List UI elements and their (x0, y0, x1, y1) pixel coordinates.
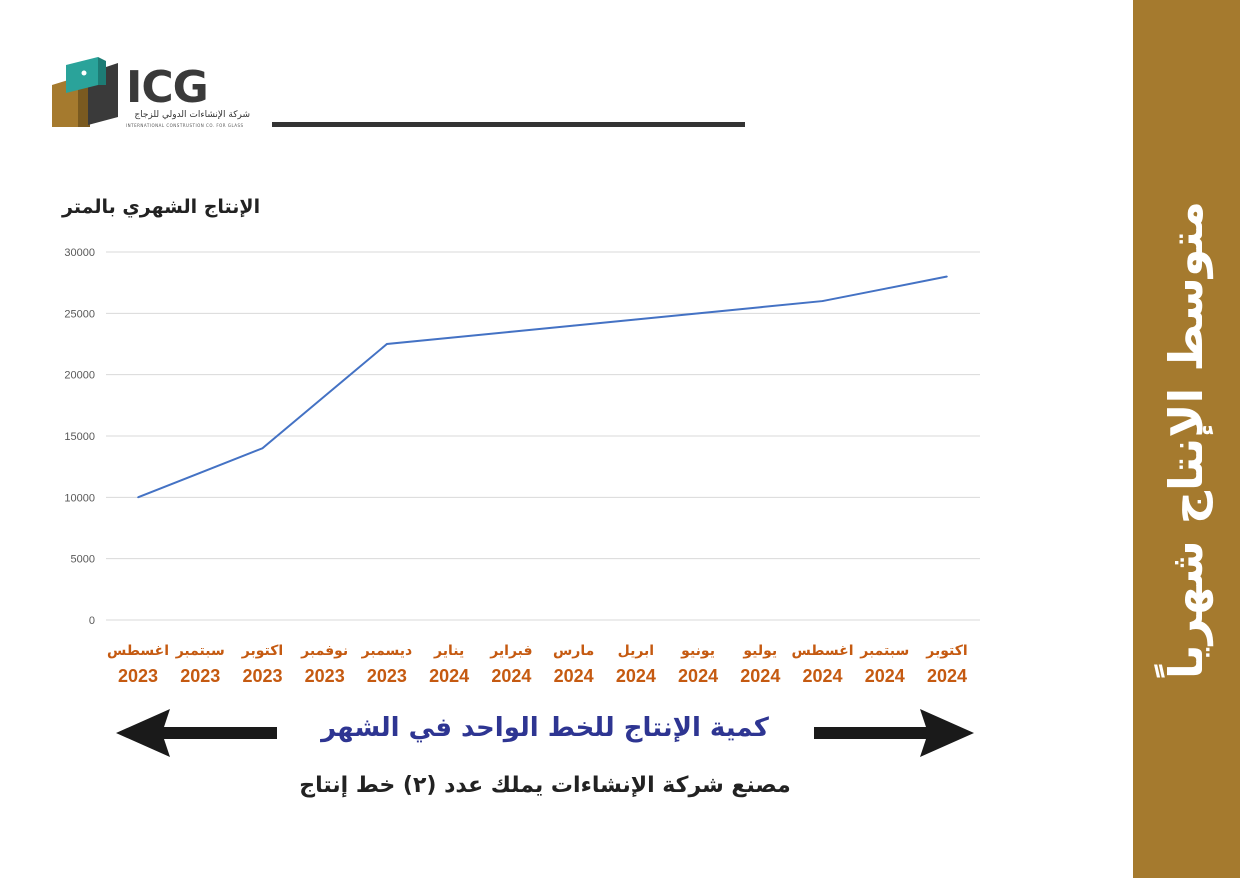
x-tick-year: 2023 (180, 666, 220, 686)
x-tick-month: نوفمبر (300, 643, 348, 659)
data-point (510, 330, 513, 333)
y-tick-label: 0 (89, 615, 95, 627)
data-point (572, 324, 575, 327)
data-point (386, 343, 388, 345)
data-point (883, 288, 886, 290)
x-tick-month: يوليو (742, 643, 777, 659)
caption-band: كمية الإنتاج للخط الواحد في الشهر (110, 705, 980, 761)
x-tick-month: يناير (433, 643, 464, 659)
x-tick-month: سبتمبر (859, 643, 909, 659)
x-tick-year: 2024 (491, 666, 531, 686)
x-tick-year: 2024 (616, 666, 656, 686)
x-tick-month: سبتمبر (175, 643, 225, 659)
x-tick-year: 2024 (740, 666, 780, 686)
x-tick-month: اغسطس (792, 643, 854, 659)
data-point (821, 300, 824, 302)
data-point (448, 337, 450, 339)
logo-wordmark: ICG (126, 62, 209, 113)
x-tick-year: 2024 (554, 666, 594, 686)
x-tick-year: 2023 (367, 666, 407, 686)
x-tick-month: ابريل (618, 643, 655, 659)
double-arrow-icon (116, 709, 974, 757)
data-point (137, 496, 139, 499)
logo-arabic-name: شركة الإنشاءات الدولي للزجاج (134, 110, 250, 120)
x-tick-month: اغسطس (107, 643, 169, 659)
x-tick-year: 2023 (118, 666, 158, 686)
data-point (946, 275, 948, 278)
x-tick-month: اكتوبر (241, 643, 283, 659)
x-tick-month: ديسمبر (361, 643, 413, 659)
x-tick-year: 2024 (865, 666, 905, 686)
y-tick-label: 15000 (64, 431, 95, 443)
data-point (697, 312, 699, 315)
x-tick-month: مارس (553, 643, 594, 659)
x-tick-month: يونيو (680, 643, 715, 659)
x-tick-month: فبراير (489, 643, 532, 659)
data-point (323, 395, 326, 397)
line-chart: 0 5000 10000 15000 20000 25000 30000 اغسطس 2023 س… (64, 247, 980, 686)
y-tick-label: 30000 (64, 247, 95, 259)
y-tick-label: 5000 (71, 554, 95, 566)
header-rule (272, 122, 745, 127)
x-tick-year: 2023 (242, 666, 282, 686)
x-tick-month: اكتوبر (925, 643, 967, 659)
company-logo-icon (52, 57, 118, 127)
y-tick-label: 20000 (64, 370, 95, 382)
x-tick-year: 2023 (305, 666, 345, 686)
series-line (137, 275, 948, 499)
chart-title: الإنتاج الشهري بالمتر (62, 196, 261, 218)
sidebar-panel (1133, 0, 1240, 878)
data-point (199, 472, 202, 474)
x-tick-year: 2024 (429, 666, 469, 686)
y-tick-label: 25000 (64, 308, 95, 320)
x-tick-year: 2024 (678, 666, 718, 686)
chart-caption: كمية الإنتاج للخط الواحد في الشهر (321, 713, 769, 743)
logo-english-name: INTERNATIONAL CONSTRUSTION CO. FOR GLASS (126, 123, 244, 128)
y-tick-label: 10000 (64, 492, 95, 504)
x-tick-year: 2024 (803, 666, 843, 686)
data-point (635, 318, 637, 321)
data-point (759, 306, 762, 309)
footnote: مصنع شركة الإنشاءات يملك عدد (٢) خط إنتا… (299, 773, 791, 798)
sidebar-title: متوسط الإنتاج شهرياً (1159, 201, 1213, 679)
data-point (261, 447, 264, 450)
x-tick-year: 2024 (927, 666, 967, 686)
